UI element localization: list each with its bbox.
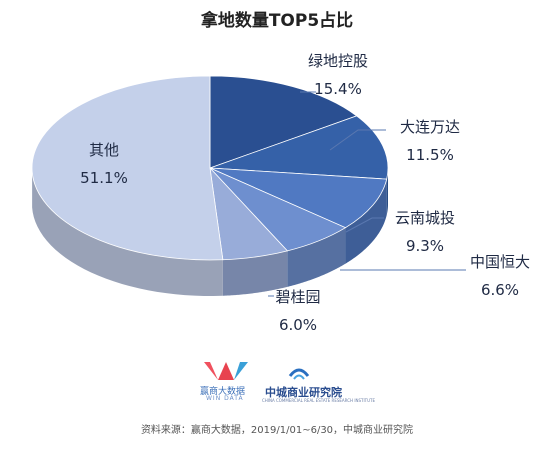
slice-label-5: 其他 — [89, 141, 119, 159]
slice-label-2: 云南城投 — [395, 209, 455, 227]
slice-0 — [209, 75, 358, 169]
slice-value-0: 15.4% — [314, 80, 362, 98]
slice-value-1: 11.5% — [406, 146, 454, 164]
slice-5 — [31, 75, 224, 261]
slice-1 — [209, 115, 389, 180]
slice-side-5 — [32, 171, 223, 296]
win-data-name: 赢商大数据 — [200, 387, 246, 397]
win-data-sub: WIN DATA — [206, 395, 244, 402]
logos: 赢商大数据 WIN DATA 中城商业研究院 CHINA COMMERCIAL … — [200, 358, 400, 406]
leader-line-2 — [345, 217, 384, 233]
ccr-logo-icon — [288, 368, 310, 380]
slice-label-0: 绿地控股 — [308, 52, 368, 70]
slice-label-1: 大连万达 — [400, 118, 460, 136]
slice-value-5: 51.1% — [80, 169, 128, 187]
slice-side-4 — [222, 250, 288, 296]
slice-side-1 — [386, 168, 388, 216]
slice-2 — [209, 167, 388, 229]
slice-side-3 — [287, 227, 346, 287]
ccr-sub: CHINA COMMERCIAL REAL ESTATE RESEARCH IN… — [262, 398, 375, 403]
chart-title: 拿地数量TOP5占比 — [200, 11, 354, 31]
ccr-name: 中城商业研究院 — [265, 386, 342, 399]
win-data-logo-icon — [204, 362, 248, 380]
slice-value-4: 6.0% — [279, 316, 317, 334]
slice-value-3: 6.6% — [481, 281, 519, 299]
leader-line-1 — [329, 129, 386, 151]
slice-value-2: 9.3% — [406, 237, 444, 255]
source-note: 资料来源：赢商大数据，2019/1/01~6/30，中城商业研究院 — [140, 425, 414, 436]
slice-label-4: 碧桂园 — [275, 288, 320, 306]
slice-label-3: 中国恒大 — [470, 253, 530, 271]
